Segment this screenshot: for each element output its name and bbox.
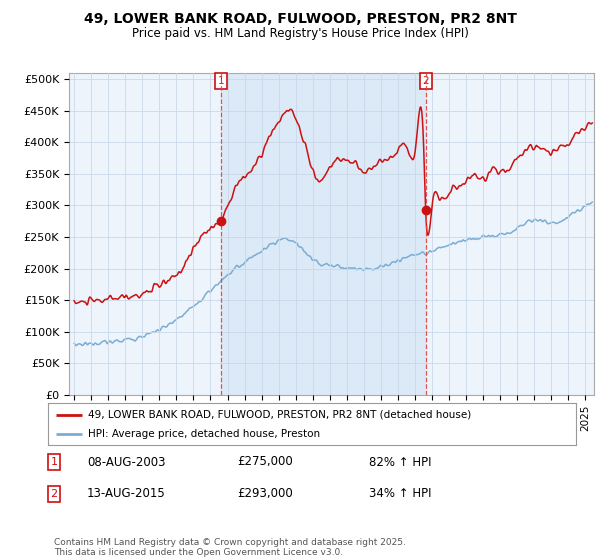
Text: Price paid vs. HM Land Registry's House Price Index (HPI): Price paid vs. HM Land Registry's House … [131,27,469,40]
Text: 2: 2 [422,76,429,86]
Text: 2: 2 [50,489,58,499]
Text: Contains HM Land Registry data © Crown copyright and database right 2025.
This d: Contains HM Land Registry data © Crown c… [54,538,406,557]
Text: £293,000: £293,000 [237,487,293,501]
Text: 49, LOWER BANK ROAD, FULWOOD, PRESTON, PR2 8NT: 49, LOWER BANK ROAD, FULWOOD, PRESTON, P… [83,12,517,26]
Text: 49, LOWER BANK ROAD, FULWOOD, PRESTON, PR2 8NT (detached house): 49, LOWER BANK ROAD, FULWOOD, PRESTON, P… [88,409,471,419]
Text: 08-AUG-2003: 08-AUG-2003 [87,455,166,469]
Text: 1: 1 [50,457,58,467]
Text: 1: 1 [217,76,224,86]
Bar [221,73,425,395]
Text: HPI: Average price, detached house, Preston: HPI: Average price, detached house, Pres… [88,429,320,439]
Text: 82% ↑ HPI: 82% ↑ HPI [369,455,431,469]
Text: 34% ↑ HPI: 34% ↑ HPI [369,487,431,501]
Text: £275,000: £275,000 [237,455,293,469]
Text: 13-AUG-2015: 13-AUG-2015 [87,487,166,501]
